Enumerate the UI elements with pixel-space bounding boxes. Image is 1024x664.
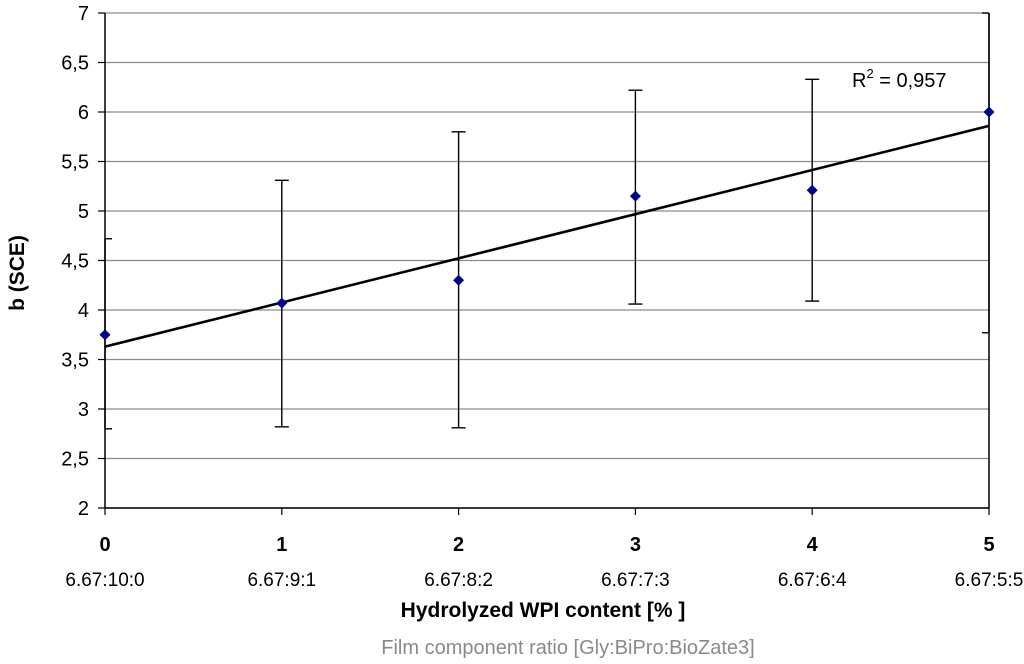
r-squared-value: = 0,957 <box>874 70 947 92</box>
y-tick-label: 3,5 <box>61 350 89 372</box>
grid <box>105 12 989 509</box>
x-tick-label: 3 <box>630 534 641 556</box>
x-tick-label: 0 <box>99 534 110 556</box>
x-tick-label: 2 <box>453 534 464 556</box>
trendline-layer <box>104 124 990 348</box>
y-tick-label: 7 <box>78 3 89 25</box>
x-ratio-label: 6.67:5:5 <box>955 570 1024 591</box>
data-point <box>806 184 818 196</box>
x-ratio-label: 6.67:10:0 <box>65 570 144 591</box>
r-squared-letter: R <box>852 70 866 92</box>
x-tick-label: 4 <box>807 534 819 556</box>
data-point <box>983 106 995 118</box>
data-point <box>99 329 111 341</box>
tick-labels: 2 2,5 3 3,5 4 4,5 5 5,5 6 6,5 7 0 6.67:10:0 1 6.67:9:1… <box>61 3 1023 591</box>
r-squared-superscript: 2 <box>866 66 873 81</box>
y-tick-label: 5,5 <box>61 152 89 174</box>
x-ratio-label: 6.67:8:2 <box>424 570 493 591</box>
y-tick-label: 6 <box>78 102 89 124</box>
data-points <box>99 106 995 341</box>
y-tick-label: 3 <box>78 399 89 421</box>
data-point <box>276 297 288 309</box>
y-tick-label: 2,5 <box>61 449 89 471</box>
x-tick-label: 1 <box>276 534 287 556</box>
data-point <box>629 190 641 202</box>
y-tick-label: 4 <box>78 300 89 322</box>
x-axis-title: Hydrolyzed WPI content [% ] <box>401 599 686 622</box>
x-ratio-label: 6.67:6:4 <box>778 570 847 591</box>
x-tick-label: 5 <box>983 534 994 556</box>
x-ratio-label: 6.67:9:1 <box>247 570 316 591</box>
y-tick-label: 4,5 <box>61 251 89 273</box>
y-tick-label: 6,5 <box>61 53 89 75</box>
y-tick-label: 5 <box>78 201 89 223</box>
data-point <box>453 274 465 286</box>
y-tick-label: 2 <box>78 498 89 520</box>
x-ratio-label: 6.67:7:3 <box>601 570 670 591</box>
trendline <box>104 124 990 348</box>
x-axis-subtitle: Film component ratio [Gly:BiPro:BioZate3… <box>381 637 754 659</box>
y-axis-title: b (SCE) <box>6 235 29 311</box>
r-squared-label: R2 = 0,957 <box>852 66 947 92</box>
